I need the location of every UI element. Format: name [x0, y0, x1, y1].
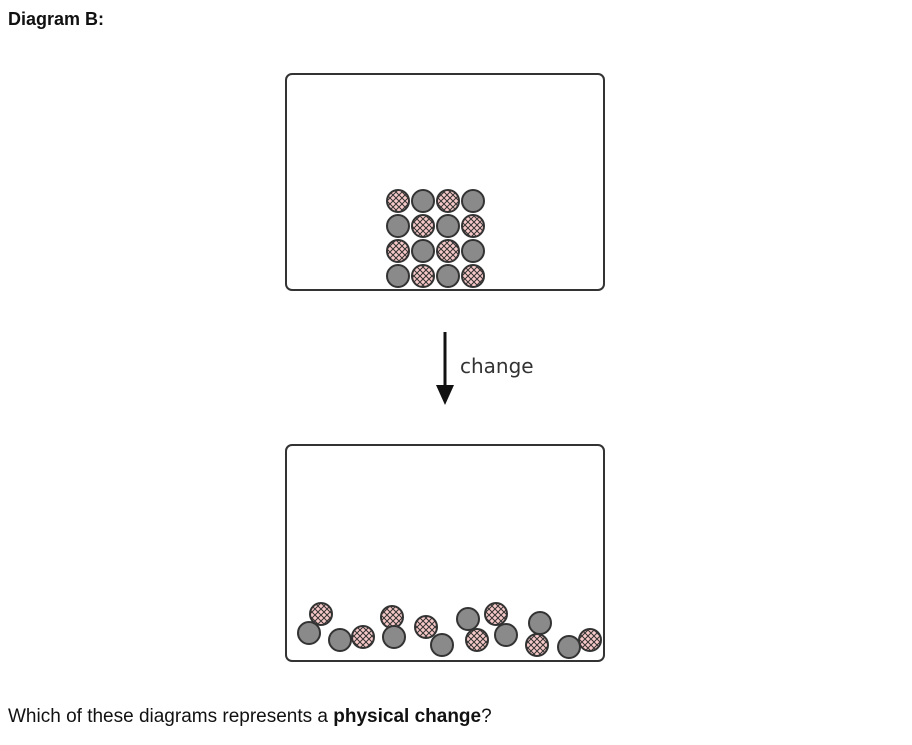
pink-hatched-particle — [351, 625, 375, 649]
question-end: ? — [481, 706, 492, 727]
pink-hatched-particle — [411, 214, 435, 238]
pink-hatched-particle — [380, 605, 404, 629]
diagram-title: Diagram B: — [8, 9, 105, 29]
question-lead: Which of these diagrams represents a — [8, 706, 334, 727]
after-container — [285, 444, 605, 662]
pink-hatched-particle — [461, 214, 485, 238]
pink-hatched-particle — [386, 239, 410, 263]
change-label: change — [460, 354, 534, 378]
gray-particle — [461, 189, 485, 213]
pink-hatched-particle — [525, 633, 549, 657]
gray-particle — [328, 628, 352, 652]
before-container — [285, 73, 605, 291]
gray-particle — [382, 625, 406, 649]
gray-particle — [494, 623, 518, 647]
pink-hatched-particle — [414, 615, 438, 639]
after-particles — [297, 602, 602, 659]
question-text: Which of these diagrams represents a phy… — [8, 705, 492, 729]
gray-particle — [430, 633, 454, 657]
change-arrow: change — [436, 332, 534, 405]
pink-hatched-particle — [436, 189, 460, 213]
gray-particle — [411, 189, 435, 213]
pink-hatched-particle — [411, 264, 435, 288]
pink-hatched-particle — [386, 189, 410, 213]
before-particles — [386, 189, 485, 288]
question-emphasis: physical change — [333, 706, 482, 727]
gray-particle — [386, 214, 410, 238]
pink-hatched-particle — [309, 602, 333, 626]
pink-hatched-particle — [578, 628, 602, 652]
gray-particle — [456, 607, 480, 631]
gray-particle — [528, 611, 552, 635]
gray-particle — [411, 239, 435, 263]
gray-particle — [557, 635, 581, 659]
gray-particle — [436, 264, 460, 288]
pink-hatched-particle — [436, 239, 460, 263]
pink-hatched-particle — [465, 628, 489, 652]
gray-particle — [461, 239, 485, 263]
pink-hatched-particle — [461, 264, 485, 288]
pink-hatched-particle — [484, 602, 508, 626]
down-arrow-icon — [436, 385, 454, 405]
gray-particle — [386, 264, 410, 288]
gray-particle — [436, 214, 460, 238]
gray-particle — [297, 621, 321, 645]
